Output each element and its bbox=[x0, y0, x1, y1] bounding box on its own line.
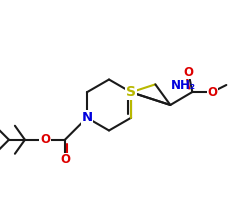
Text: O: O bbox=[40, 133, 50, 146]
Text: O: O bbox=[207, 86, 217, 99]
Text: NH₂: NH₂ bbox=[171, 79, 196, 92]
Text: S: S bbox=[126, 85, 136, 99]
Text: O: O bbox=[60, 153, 70, 166]
Text: O: O bbox=[183, 66, 193, 79]
Text: N: N bbox=[81, 111, 92, 124]
